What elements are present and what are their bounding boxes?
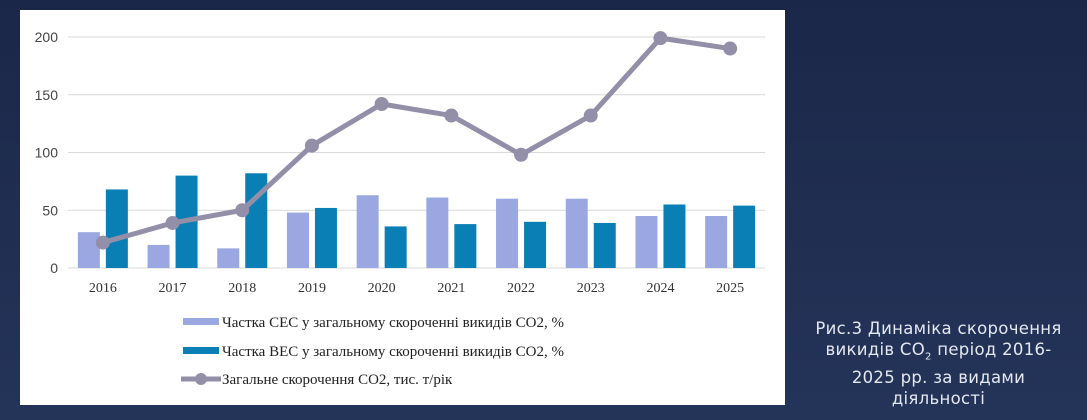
line-point <box>235 203 250 218</box>
x-tick-label: 2017 <box>159 281 187 296</box>
x-tick-label: 2020 <box>368 281 396 296</box>
line-point <box>95 235 110 250</box>
bar-ves <box>454 224 477 268</box>
combo-chart: 0 50 100 150 200 2016 2017 2018 2019 2020 2021 2022… <box>35 29 765 388</box>
legend-swatch <box>183 347 219 354</box>
x-tick-label: 2022 <box>507 281 535 296</box>
bar-ves <box>314 207 337 268</box>
bar-ses <box>147 244 170 268</box>
bar-ses <box>496 198 519 268</box>
y-tick-label: 50 <box>42 202 58 218</box>
line-point <box>514 147 529 162</box>
line-point <box>723 41 738 56</box>
line-point <box>653 31 668 46</box>
legend-label: Частка СЕС у загальному скороченні викид… <box>222 315 564 331</box>
bar-ses <box>705 216 728 268</box>
bar-ves <box>733 205 756 268</box>
y-tick-label: 100 <box>35 145 59 161</box>
bar-ses <box>565 198 588 268</box>
bar-ves <box>524 221 547 268</box>
y-tick-label: 150 <box>35 87 59 103</box>
y-tick-label: 200 <box>35 29 59 45</box>
bar-ses <box>77 232 100 268</box>
bar-ves <box>105 189 128 268</box>
x-tick-label: 2023 <box>577 281 605 296</box>
caption-text: період 2016- <box>931 340 1052 359</box>
line-series <box>102 35 731 245</box>
x-tick-label: 2024 <box>646 281 674 296</box>
bar-ves <box>245 173 268 268</box>
x-tick-label: 2025 <box>716 281 744 296</box>
legend-label: Частка ВЕС у загальному скороченні викид… <box>222 344 564 360</box>
figure-caption: Рис.3 Динаміка скорочення викидів CO2 пе… <box>790 318 1087 409</box>
y-tick-label: 0 <box>50 260 58 276</box>
bar-ses <box>426 197 449 268</box>
legend-swatch <box>183 318 219 325</box>
line-point <box>583 108 598 123</box>
x-tick-label: 2016 <box>89 281 117 296</box>
chart-panel: 0 50 100 150 200 2016 2017 2018 2019 2020 2021 2022… <box>20 10 785 405</box>
legend-label: Загальне скорочення СО2, тис. т/рік <box>222 372 453 388</box>
x-tick-label: 2018 <box>228 281 256 296</box>
bar-ves <box>593 222 616 268</box>
caption-line: Рис.3 Динаміка скорочення <box>815 319 1062 338</box>
line-point <box>165 215 180 230</box>
caption-line: діяльності <box>891 389 986 409</box>
bar-ses <box>217 248 240 268</box>
bar-ses <box>286 212 309 268</box>
caption-subscript: 2 <box>925 351 932 363</box>
caption-line: викидів CO2 період 2016- <box>790 339 1087 367</box>
bar-ses <box>356 195 379 268</box>
legend-marker <box>195 373 207 385</box>
line-point <box>444 108 459 123</box>
caption-line: 2025 рр. за видами <box>851 368 1026 388</box>
caption-text: викидів CO <box>825 340 926 359</box>
bar-ses <box>635 216 658 268</box>
bar-ves <box>663 204 686 268</box>
x-tick-label: 2019 <box>298 281 326 296</box>
line-point <box>374 96 389 111</box>
line-point <box>304 138 319 153</box>
x-tick-label: 2021 <box>437 281 465 296</box>
bar-ves <box>384 226 407 268</box>
